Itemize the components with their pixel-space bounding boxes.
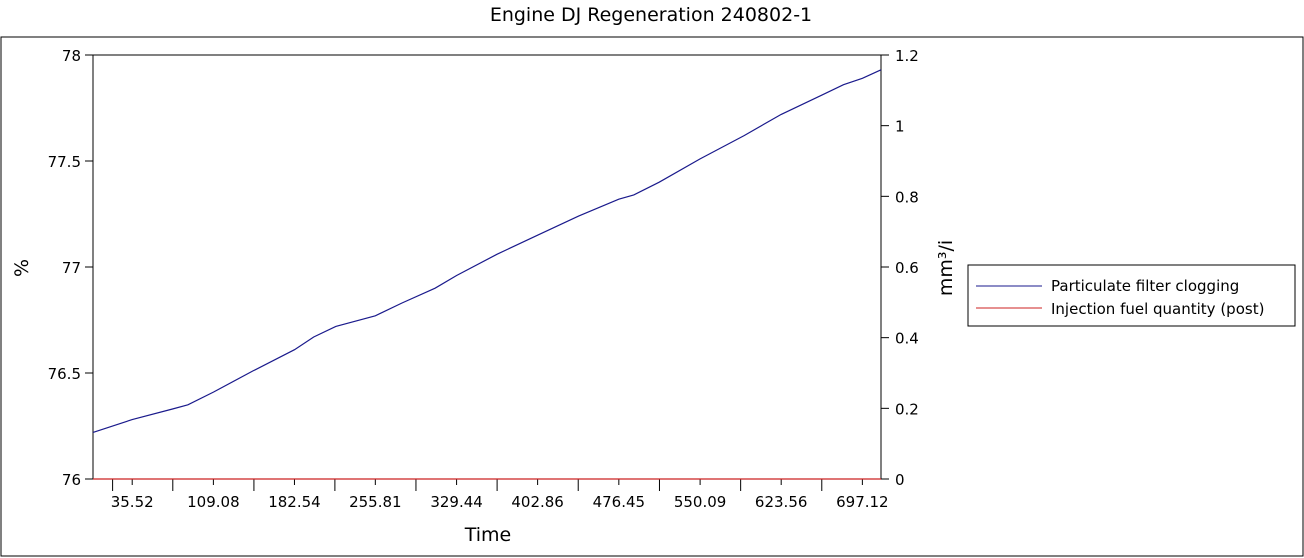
x-tick-label: 697.12 (836, 493, 889, 511)
y-right-tick-label: 1.2 (895, 47, 919, 65)
legend-label-injection-fuel: Injection fuel quantity (post) (1051, 300, 1264, 318)
x-tick-label: 402.86 (511, 493, 564, 511)
legend-box (967, 264, 1296, 327)
series-layer (92, 69, 882, 480)
y-right-tick-label: 0 (895, 471, 905, 489)
y-left-tick-label: 77 (62, 259, 81, 277)
x-tick-label: 182.54 (268, 493, 321, 511)
legend: Particulate filter clogging Injection fu… (967, 264, 1296, 327)
x-tick-label: 623.56 (755, 493, 808, 511)
y-left-tick-label: 76 (62, 471, 81, 489)
x-tick-label: 109.08 (187, 493, 240, 511)
y-left-tick-label: 78 (62, 47, 81, 65)
y-axis-right-title: mm³/i (935, 240, 957, 296)
axes-layer: 35.52 109.08 182.54 255.81 329.44 402.86 476.4… (48, 47, 919, 511)
y-left-tick-label: 76.5 (48, 365, 81, 383)
x-tick-label: 329.44 (430, 493, 483, 511)
plot-area (92, 54, 882, 480)
y-right-tick-label: 0.6 (895, 259, 919, 277)
y-right-tick-label: 1 (895, 118, 905, 136)
x-axis-title: Time (464, 524, 512, 546)
chart-title: Engine DJ Regeneration 240802-1 (490, 4, 812, 26)
y-right-tick-label: 0.8 (895, 188, 919, 206)
y-axis-left-title: % (11, 259, 33, 277)
series-line-particulate-filter (92, 69, 882, 433)
x-tick-label: 476.45 (593, 493, 646, 511)
y-right-tick-label: 0.2 (895, 400, 919, 418)
chart-frame (0, 36, 1304, 557)
y-left-tick-label: 77.5 (48, 153, 81, 171)
x-tick-label: 550.09 (674, 493, 727, 511)
x-tick-label: 35.52 (111, 493, 154, 511)
y-right-tick-label: 0.4 (895, 330, 919, 348)
x-tick-label: 255.81 (349, 493, 402, 511)
legend-label-particulate-filter: Particulate filter clogging (1051, 277, 1239, 295)
